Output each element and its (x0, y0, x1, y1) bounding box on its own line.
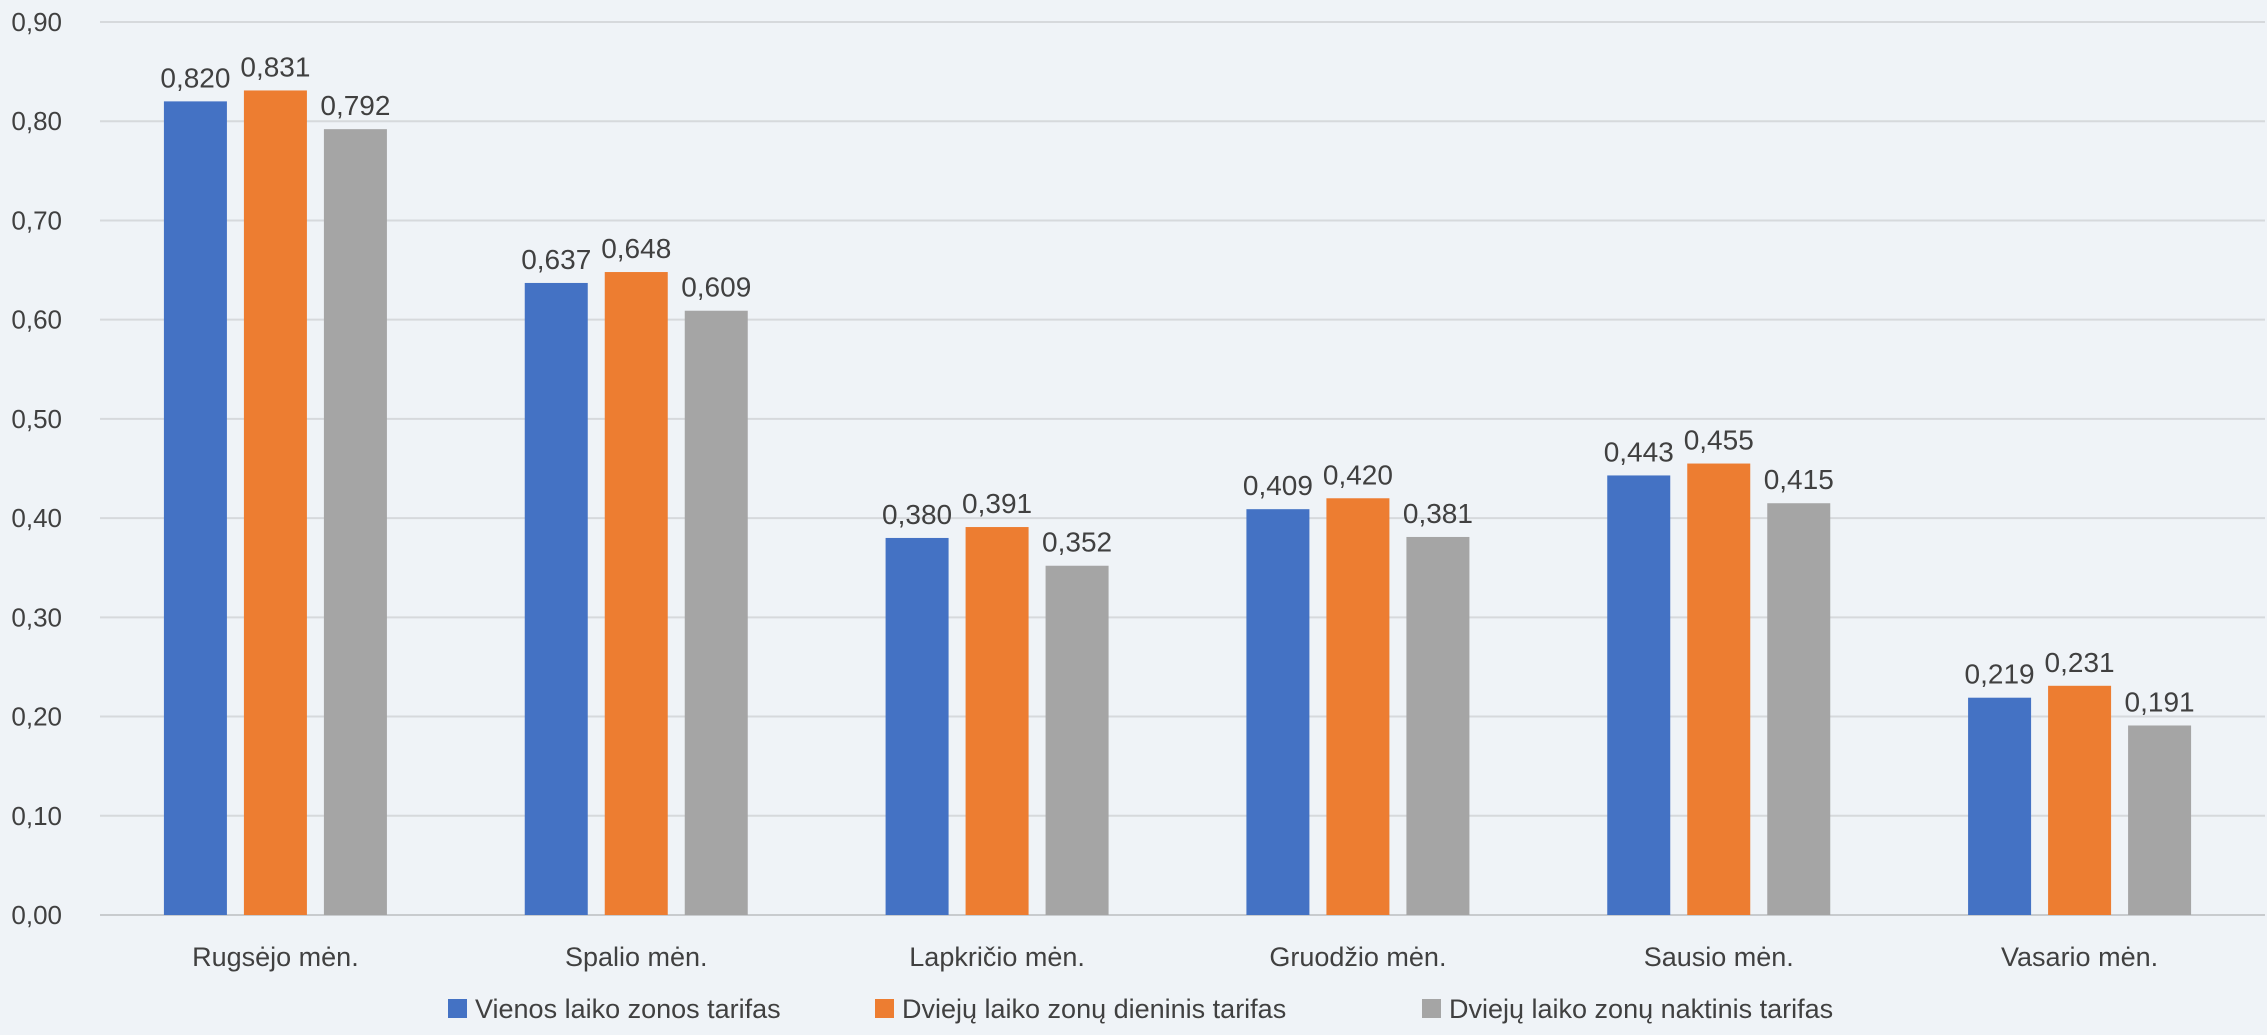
bar-1 (163, 101, 227, 915)
y-tick-label: 0,10 (11, 801, 62, 831)
data-label: 0,219 (1965, 659, 2035, 690)
bar-1 (1968, 697, 2032, 915)
bar-1 (1246, 509, 1310, 915)
y-tick-label: 0,80 (11, 106, 62, 136)
data-label: 0,415 (1764, 464, 1834, 495)
category-label: Vasario mėn. (2001, 942, 2158, 972)
data-label: 0,191 (2125, 686, 2195, 717)
bar-2 (604, 272, 668, 915)
y-tick-label: 0,50 (11, 404, 62, 434)
data-label: 0,352 (1042, 527, 1112, 558)
bar-3 (684, 310, 748, 915)
category-label: Gruodžio mėn. (1269, 942, 1446, 972)
y-tick-label: 0,60 (11, 305, 62, 335)
y-tick-label: 0,70 (11, 205, 62, 235)
legend-swatch (875, 999, 894, 1018)
data-label: 0,792 (320, 90, 390, 121)
y-tick-label: 0,90 (11, 7, 62, 37)
data-label: 0,420 (1323, 459, 1393, 490)
bar-2 (2048, 685, 2112, 915)
y-tick-label: 0,30 (11, 602, 62, 632)
bar-2 (243, 90, 307, 916)
data-label: 0,380 (882, 499, 952, 530)
bar-2 (1687, 463, 1751, 915)
data-label: 0,637 (521, 244, 591, 275)
data-label: 0,381 (1403, 498, 1473, 529)
category-label: Sausio mėn. (1644, 942, 1794, 972)
category-label: Rugsėjo mėn. (192, 942, 359, 972)
bar-1 (1607, 475, 1671, 915)
legend-label: Dviejų laiko zonų dieninis tarifas (902, 994, 1286, 1024)
bar-3 (1406, 536, 1470, 915)
data-label: 0,231 (2045, 647, 2115, 678)
legend-swatch (448, 999, 467, 1018)
y-tick-label: 0,40 (11, 503, 62, 533)
y-tick-label: 0,20 (11, 702, 62, 732)
data-label: 0,820 (160, 62, 230, 93)
bar-1 (524, 282, 588, 915)
data-label: 0,409 (1243, 470, 1313, 501)
bar-1 (885, 537, 949, 915)
bar-3 (1767, 503, 1831, 915)
legend-label: Vienos laiko zonos tarifas (475, 994, 781, 1024)
category-label: Lapkričio mėn. (909, 942, 1085, 972)
bar-2 (1326, 498, 1390, 915)
data-label: 0,648 (601, 233, 671, 264)
category-label: Spalio mėn. (565, 942, 708, 972)
y-tick-label: 0,00 (11, 900, 62, 930)
data-label: 0,391 (962, 488, 1032, 519)
bar-3 (323, 129, 387, 915)
bar-3 (2128, 725, 2192, 915)
data-label: 0,455 (1684, 425, 1754, 456)
legend-swatch (1422, 999, 1441, 1018)
data-label: 0,443 (1604, 436, 1674, 467)
bar-2 (965, 527, 1029, 915)
legend-label: Dviejų laiko zonų naktinis tarifas (1449, 994, 1833, 1024)
data-label: 0,609 (681, 272, 751, 303)
data-label: 0,831 (240, 51, 310, 82)
bar-3 (1045, 565, 1109, 915)
